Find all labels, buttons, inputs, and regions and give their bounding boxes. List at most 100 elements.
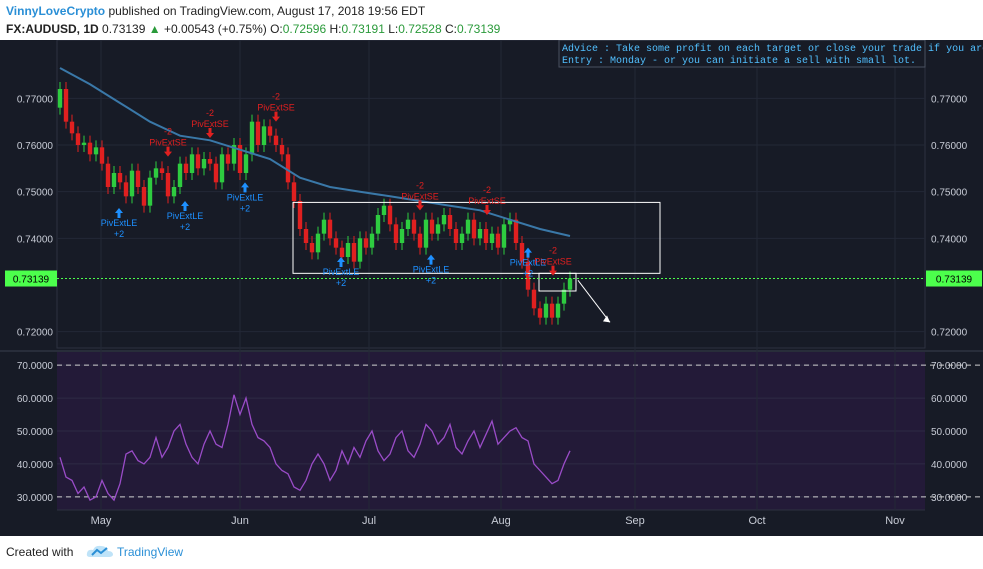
candle-body [237,145,243,173]
candle-body [363,238,369,248]
candle-body [93,147,99,155]
price-tag-right-text: 0.73139 [936,275,973,286]
sell-arrow-icon [272,111,280,122]
candle-body [351,243,357,262]
high-label: H: [329,22,342,36]
price-change: +0.00543 (+0.75%) [163,22,267,36]
candle-body [63,89,69,122]
rsi-line [59,394,571,502]
candle-body [99,147,105,164]
rsi-tick-right: 40.0000 [931,460,968,471]
candle-body [279,145,285,155]
candle-body [201,159,207,169]
buy-signal-label: PivExtLE [510,258,547,268]
candle-body [123,182,129,197]
buy-signal-label: PivExtLE [227,192,264,202]
candle-body [525,261,531,290]
range-box [292,201,661,274]
time-tick-label: Aug [491,515,511,527]
candle-body [369,233,375,248]
advice-note: Advice : Take some profit on each target… [562,44,983,55]
candle-body [291,182,297,201]
candle-body [273,135,279,145]
candle-body [453,229,459,243]
candle-body [441,215,447,225]
entry-note: Entry : Monday - or you can initiate a s… [562,56,917,67]
chart-area[interactable]: 0.77000 0.77000 0.76000 0.76000 0.75000 0.750… [0,40,983,536]
candle-body [219,154,225,183]
publish-line: VinnyLoveCrypto published on TradingView… [6,4,425,18]
buy-signal-size: +2 [180,222,190,232]
sell-signal-size: -2 [272,92,280,102]
symbol-label[interactable]: FX:AUDUSD, 1D [6,22,99,36]
rsi-tick-right: 30.0000 [931,493,968,504]
author-name[interactable]: VinnyLoveCrypto [6,4,106,18]
candle-body [471,219,477,239]
candle-body [315,233,321,253]
high-value: 0.73191 [341,22,385,36]
candle-body [57,89,63,108]
candle-body [255,121,261,145]
candle-body [393,224,399,243]
projection-arrow-line [577,280,611,323]
price-tick-right: 0.75000 [931,188,968,199]
rsi-tick-right: 50.0000 [931,427,968,438]
candle-body [231,145,237,164]
candle-body [333,238,339,248]
buy-arrow-icon [241,182,249,193]
candle-body [357,238,363,262]
sell-signal-size: -2 [206,108,214,118]
candle-body [213,163,219,183]
buy-signal-label: PivExtLE [167,211,204,221]
sell-signal-label: PivExtSE [534,257,572,267]
candle-body [567,278,573,290]
candle-body [465,219,471,234]
sell-arrow-icon [164,146,172,157]
footer: Created with TradingView [0,536,983,569]
candle-body [309,243,315,253]
buy-signal-size: +2 [240,203,250,213]
price-tick-right: 0.74000 [931,234,968,245]
change-arrow-icon: ▲ [148,22,161,36]
sell-signal-size: -2 [483,185,491,195]
open-label: O: [270,22,283,36]
candle-body [507,219,513,225]
candle-body [417,233,423,248]
sell-signal-size: -2 [164,127,172,137]
close-value: 0.73139 [456,22,501,36]
candle-body [165,173,171,197]
candle-body [339,247,345,257]
candle-body [261,126,267,145]
candle-body [345,243,351,257]
candle-body [459,233,465,243]
candle-body [555,303,561,318]
candle-body [435,224,441,234]
time-tick-label: Jun [231,515,249,527]
candle-body [387,205,393,225]
candle-body [375,215,381,234]
candle-body [147,177,153,206]
open-value: 0.72596 [282,22,327,36]
price-tick-left: 0.75000 [17,188,54,199]
chart-canvas[interactable]: 0.77000 0.77000 0.76000 0.76000 0.75000 0.750… [0,40,983,536]
candle-body [537,308,543,318]
buy-arrow-icon [181,201,189,211]
tradingview-link[interactable]: TradingView [117,545,184,559]
sell-signal-label: PivExtSE [191,119,229,129]
candle-body [183,163,189,173]
candle-body [267,126,273,136]
tradingview-cloud-icon[interactable] [86,543,114,564]
price-tag-left-text: 0.73139 [13,275,50,286]
buy-arrow-icon [337,257,345,267]
candle-body [297,201,303,229]
candle-body [327,219,333,239]
sell-arrow-icon [206,128,214,138]
candle-body [177,163,183,187]
candle-body [207,159,213,164]
sell-signal-size: -2 [549,246,557,256]
time-tick-label: Nov [885,515,905,527]
candle-body [549,303,555,318]
price-tick-right: 0.76000 [931,141,968,152]
candle-body [561,289,567,304]
candle-body [249,121,255,155]
